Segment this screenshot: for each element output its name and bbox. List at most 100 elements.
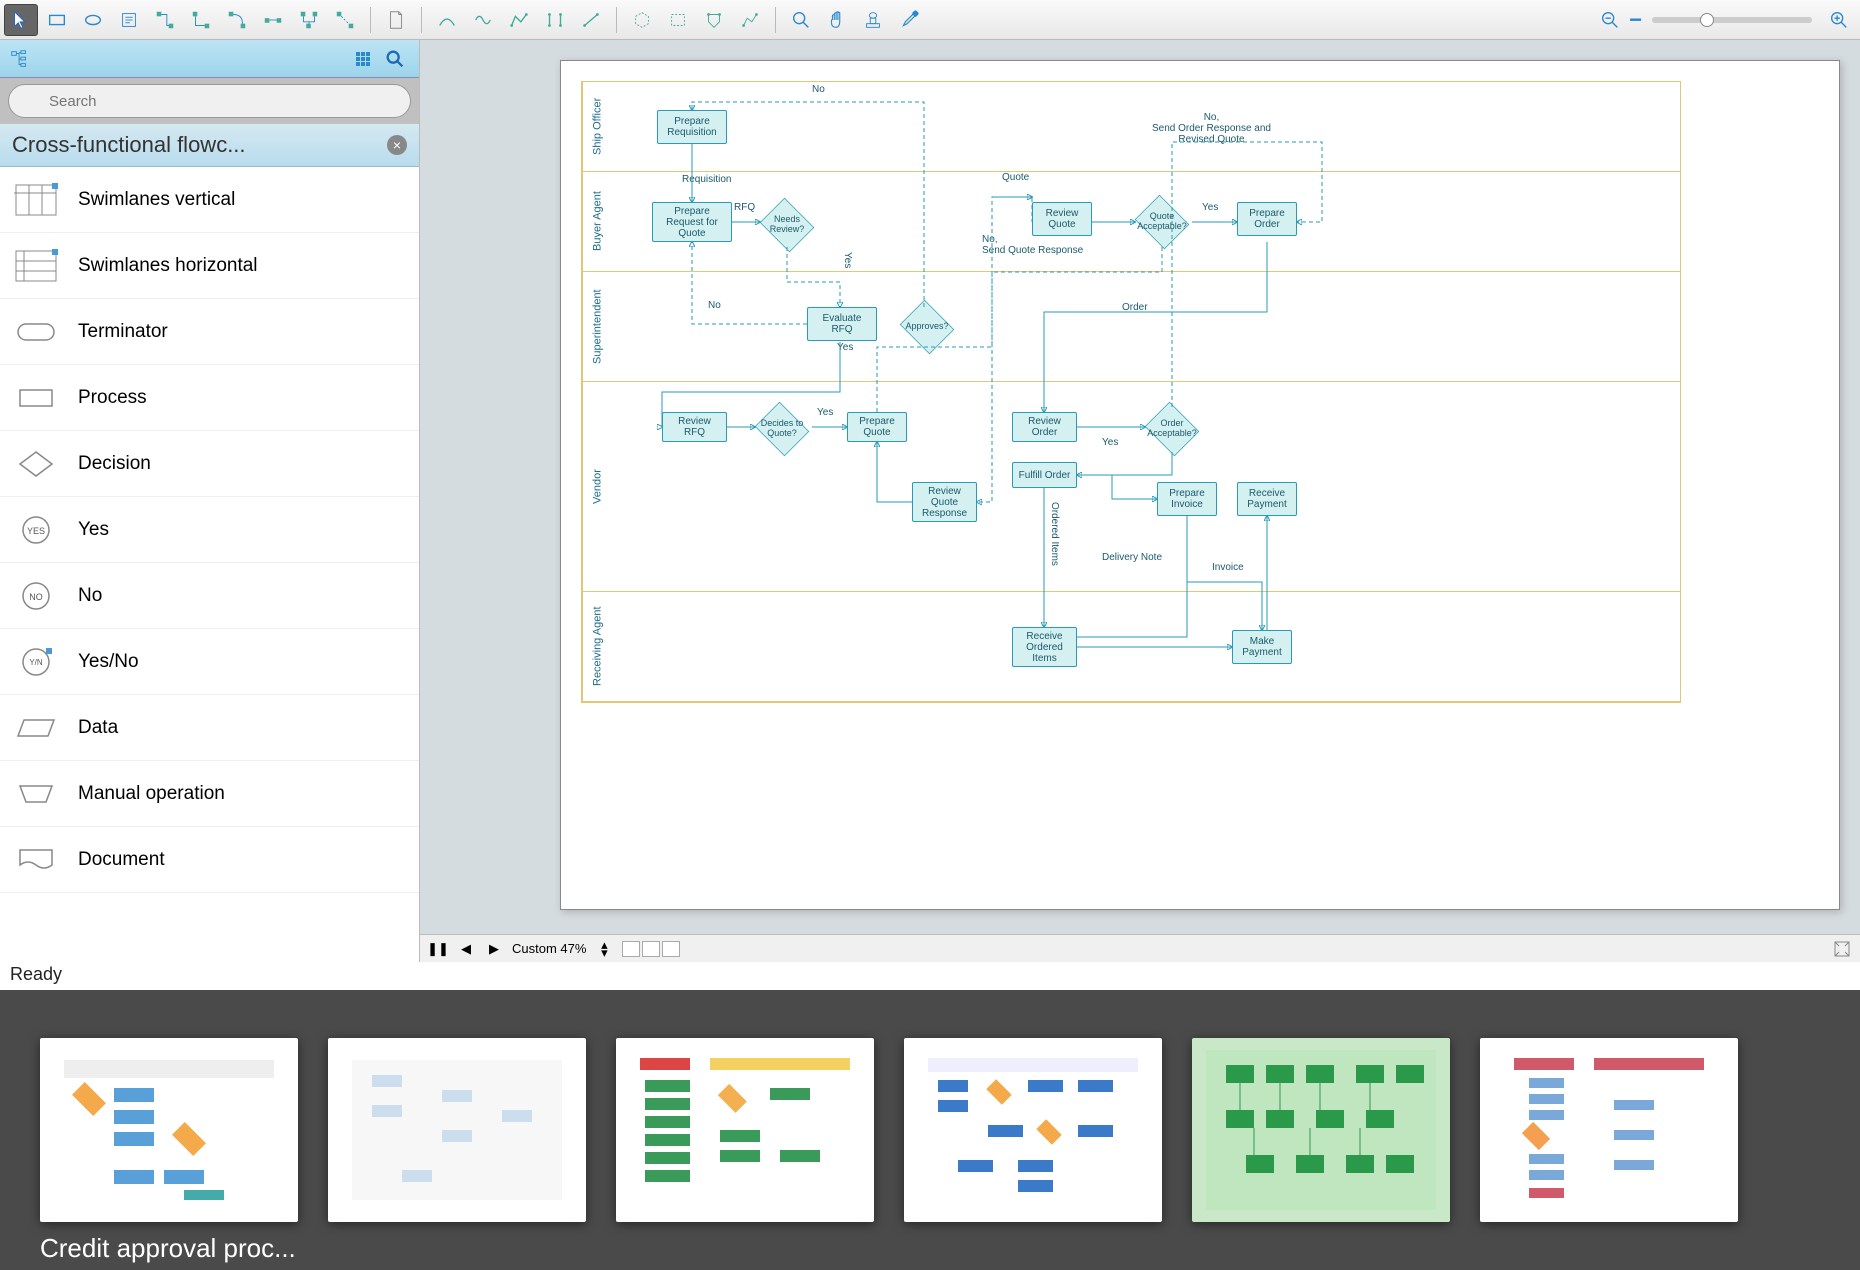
node-prepare-requisition[interactable]: Prepare Requisition <box>657 110 727 144</box>
node-prepare-quote[interactable]: Prepare Quote <box>847 412 907 442</box>
edge-label-yes3: Yes <box>817 407 833 418</box>
canvas-page[interactable]: Ship Officer Prepare Requisition No Buye… <box>560 60 1840 910</box>
gallery-thumb-4[interactable] <box>904 1038 1162 1222</box>
shape-item-terminator[interactable]: Terminator <box>0 299 419 365</box>
shape-item-swimlane_v[interactable]: Swimlanes vertical <box>0 167 419 233</box>
tree-view-tab[interactable] <box>6 46 34 72</box>
node-needs-review[interactable]: Needs Review? <box>757 200 817 250</box>
polygon-tool-1[interactable] <box>625 4 659 36</box>
grid-view-tab[interactable] <box>349 46 377 72</box>
connector-tool-3[interactable] <box>220 4 254 36</box>
svg-text:NO: NO <box>29 592 43 602</box>
gallery-thumb-3[interactable] <box>616 1038 874 1222</box>
node-review-order[interactable]: Review Order <box>1012 412 1077 442</box>
pause-button[interactable]: ❚❚ <box>428 939 448 959</box>
close-library-button[interactable]: × <box>387 135 407 155</box>
stamp-tool[interactable] <box>856 4 890 36</box>
shape-item-yesno[interactable]: Y/NYes/No <box>0 629 419 695</box>
polygon-tool-2[interactable] <box>661 4 695 36</box>
canvas-bottom-bar: ❚❚ ◀ ▶ Custom 47% ▴▾ <box>420 934 1860 962</box>
connector-tool-4[interactable] <box>256 4 290 36</box>
zoom-in-button[interactable] <box>1822 4 1856 36</box>
shape-thumb-icon <box>12 246 60 286</box>
toolbar-separator <box>370 7 371 33</box>
search-tab[interactable] <box>381 46 409 72</box>
shape-item-swimlane_h[interactable]: Swimlanes horizontal <box>0 233 419 299</box>
next-page-button[interactable]: ▶ <box>484 939 504 959</box>
node-receive-items[interactable]: Receive Ordered Items <box>1012 627 1077 667</box>
toolbar-separator <box>421 7 422 33</box>
node-evaluate-rfq[interactable]: Evaluate RFQ <box>807 307 877 341</box>
node-review-quote[interactable]: Review Quote <box>1032 202 1092 236</box>
fit-view-button[interactable] <box>1832 939 1852 959</box>
node-prepare-rfq[interactable]: Prepare Request for Quote <box>652 202 732 242</box>
edge-label-quote: Quote <box>1002 172 1029 183</box>
connector-tool-5[interactable] <box>292 4 326 36</box>
shape-item-data[interactable]: Data <box>0 695 419 761</box>
node-prepare-invoice[interactable]: Prepare Invoice <box>1157 482 1217 516</box>
find-tool[interactable] <box>784 4 818 36</box>
page-tool[interactable] <box>379 4 413 36</box>
line-tool-1[interactable] <box>538 4 572 36</box>
gallery-thumb-2[interactable] <box>328 1038 586 1222</box>
node-decides-quote[interactable]: Decides to Quote? <box>752 404 812 454</box>
eyedropper-tool[interactable] <box>892 4 926 36</box>
shape-search-input[interactable] <box>8 84 411 118</box>
zoom-stepper[interactable]: ▴▾ <box>594 939 614 959</box>
page-tab-3[interactable] <box>662 941 680 957</box>
shape-library-title: Cross-functional flowc... <box>12 132 246 158</box>
curve-tool-2[interactable] <box>466 4 500 36</box>
connector-tool-6[interactable] <box>328 4 362 36</box>
edge-label-no: No <box>812 84 825 95</box>
lane-title-recv: Receiving Agent <box>582 592 612 701</box>
node-make-payment[interactable]: Make Payment <box>1232 630 1292 664</box>
node-order-acceptable[interactable]: Order Acceptable? <box>1142 404 1202 454</box>
polygon-tool-3[interactable] <box>697 4 731 36</box>
gallery-thumb-6[interactable] <box>1480 1038 1738 1222</box>
shape-item-document[interactable]: Document <box>0 827 419 893</box>
connector-tool-1[interactable] <box>148 4 182 36</box>
polygon-tool-4[interactable] <box>733 4 767 36</box>
gallery-thumb-5[interactable] <box>1192 1038 1450 1222</box>
node-quote-acceptable[interactable]: Quote Acceptable? <box>1132 197 1192 247</box>
shape-thumb-icon: NO <box>12 576 60 616</box>
hand-tool[interactable] <box>820 4 854 36</box>
zoom-slider[interactable] <box>1652 17 1812 23</box>
shape-item-yes[interactable]: YESYes <box>0 497 419 563</box>
curve-tool-3[interactable] <box>502 4 536 36</box>
zoom-minus-icon[interactable]: − <box>1629 7 1642 33</box>
shape-item-label: Manual operation <box>78 783 225 805</box>
shape-thumb-icon <box>12 378 60 418</box>
rect-tool[interactable] <box>40 4 74 36</box>
text-tool[interactable] <box>112 4 146 36</box>
zoom-out-button[interactable] <box>1593 4 1627 36</box>
ellipse-tool[interactable] <box>76 4 110 36</box>
swimlane-diagram: Ship Officer Prepare Requisition No Buye… <box>581 81 1681 703</box>
shape-item-no[interactable]: NO No <box>0 563 419 629</box>
edge-label-no2: No <box>708 300 721 311</box>
node-review-quote-response[interactable]: Review Quote Response <box>912 482 977 522</box>
node-receive-payment[interactable]: Receive Payment <box>1237 482 1297 516</box>
page-tab-1[interactable] <box>622 941 640 957</box>
edge-label-quote-response: No, Send Quote Response <box>982 234 1083 256</box>
prev-page-button[interactable]: ◀ <box>456 939 476 959</box>
lane-title-buyer: Buyer Agent <box>582 172 612 271</box>
curve-tool-1[interactable] <box>430 4 464 36</box>
node-prepare-order[interactable]: Prepare Order <box>1237 202 1297 236</box>
node-fulfill-order[interactable]: Fulfill Order <box>1012 462 1077 488</box>
status-text: Ready <box>10 964 62 984</box>
shape-item-decision[interactable]: Decision <box>0 431 419 497</box>
edge-label-order: Order <box>1122 302 1148 313</box>
line-tool-2[interactable] <box>574 4 608 36</box>
pointer-tool[interactable] <box>4 4 38 36</box>
node-approves[interactable]: Approves? <box>897 302 957 352</box>
node-review-rfq[interactable]: Review RFQ <box>662 412 727 442</box>
connector-tool-2[interactable] <box>184 4 218 36</box>
shape-item-process[interactable]: Process <box>0 365 419 431</box>
page-tab-2[interactable] <box>642 941 660 957</box>
shape-item-label: No <box>78 585 102 607</box>
shape-item-label: Yes/No <box>78 651 139 673</box>
gallery-thumb-1[interactable] <box>40 1038 298 1222</box>
shape-thumb-icon <box>12 774 60 814</box>
shape-item-manual[interactable]: Manual operation <box>0 761 419 827</box>
